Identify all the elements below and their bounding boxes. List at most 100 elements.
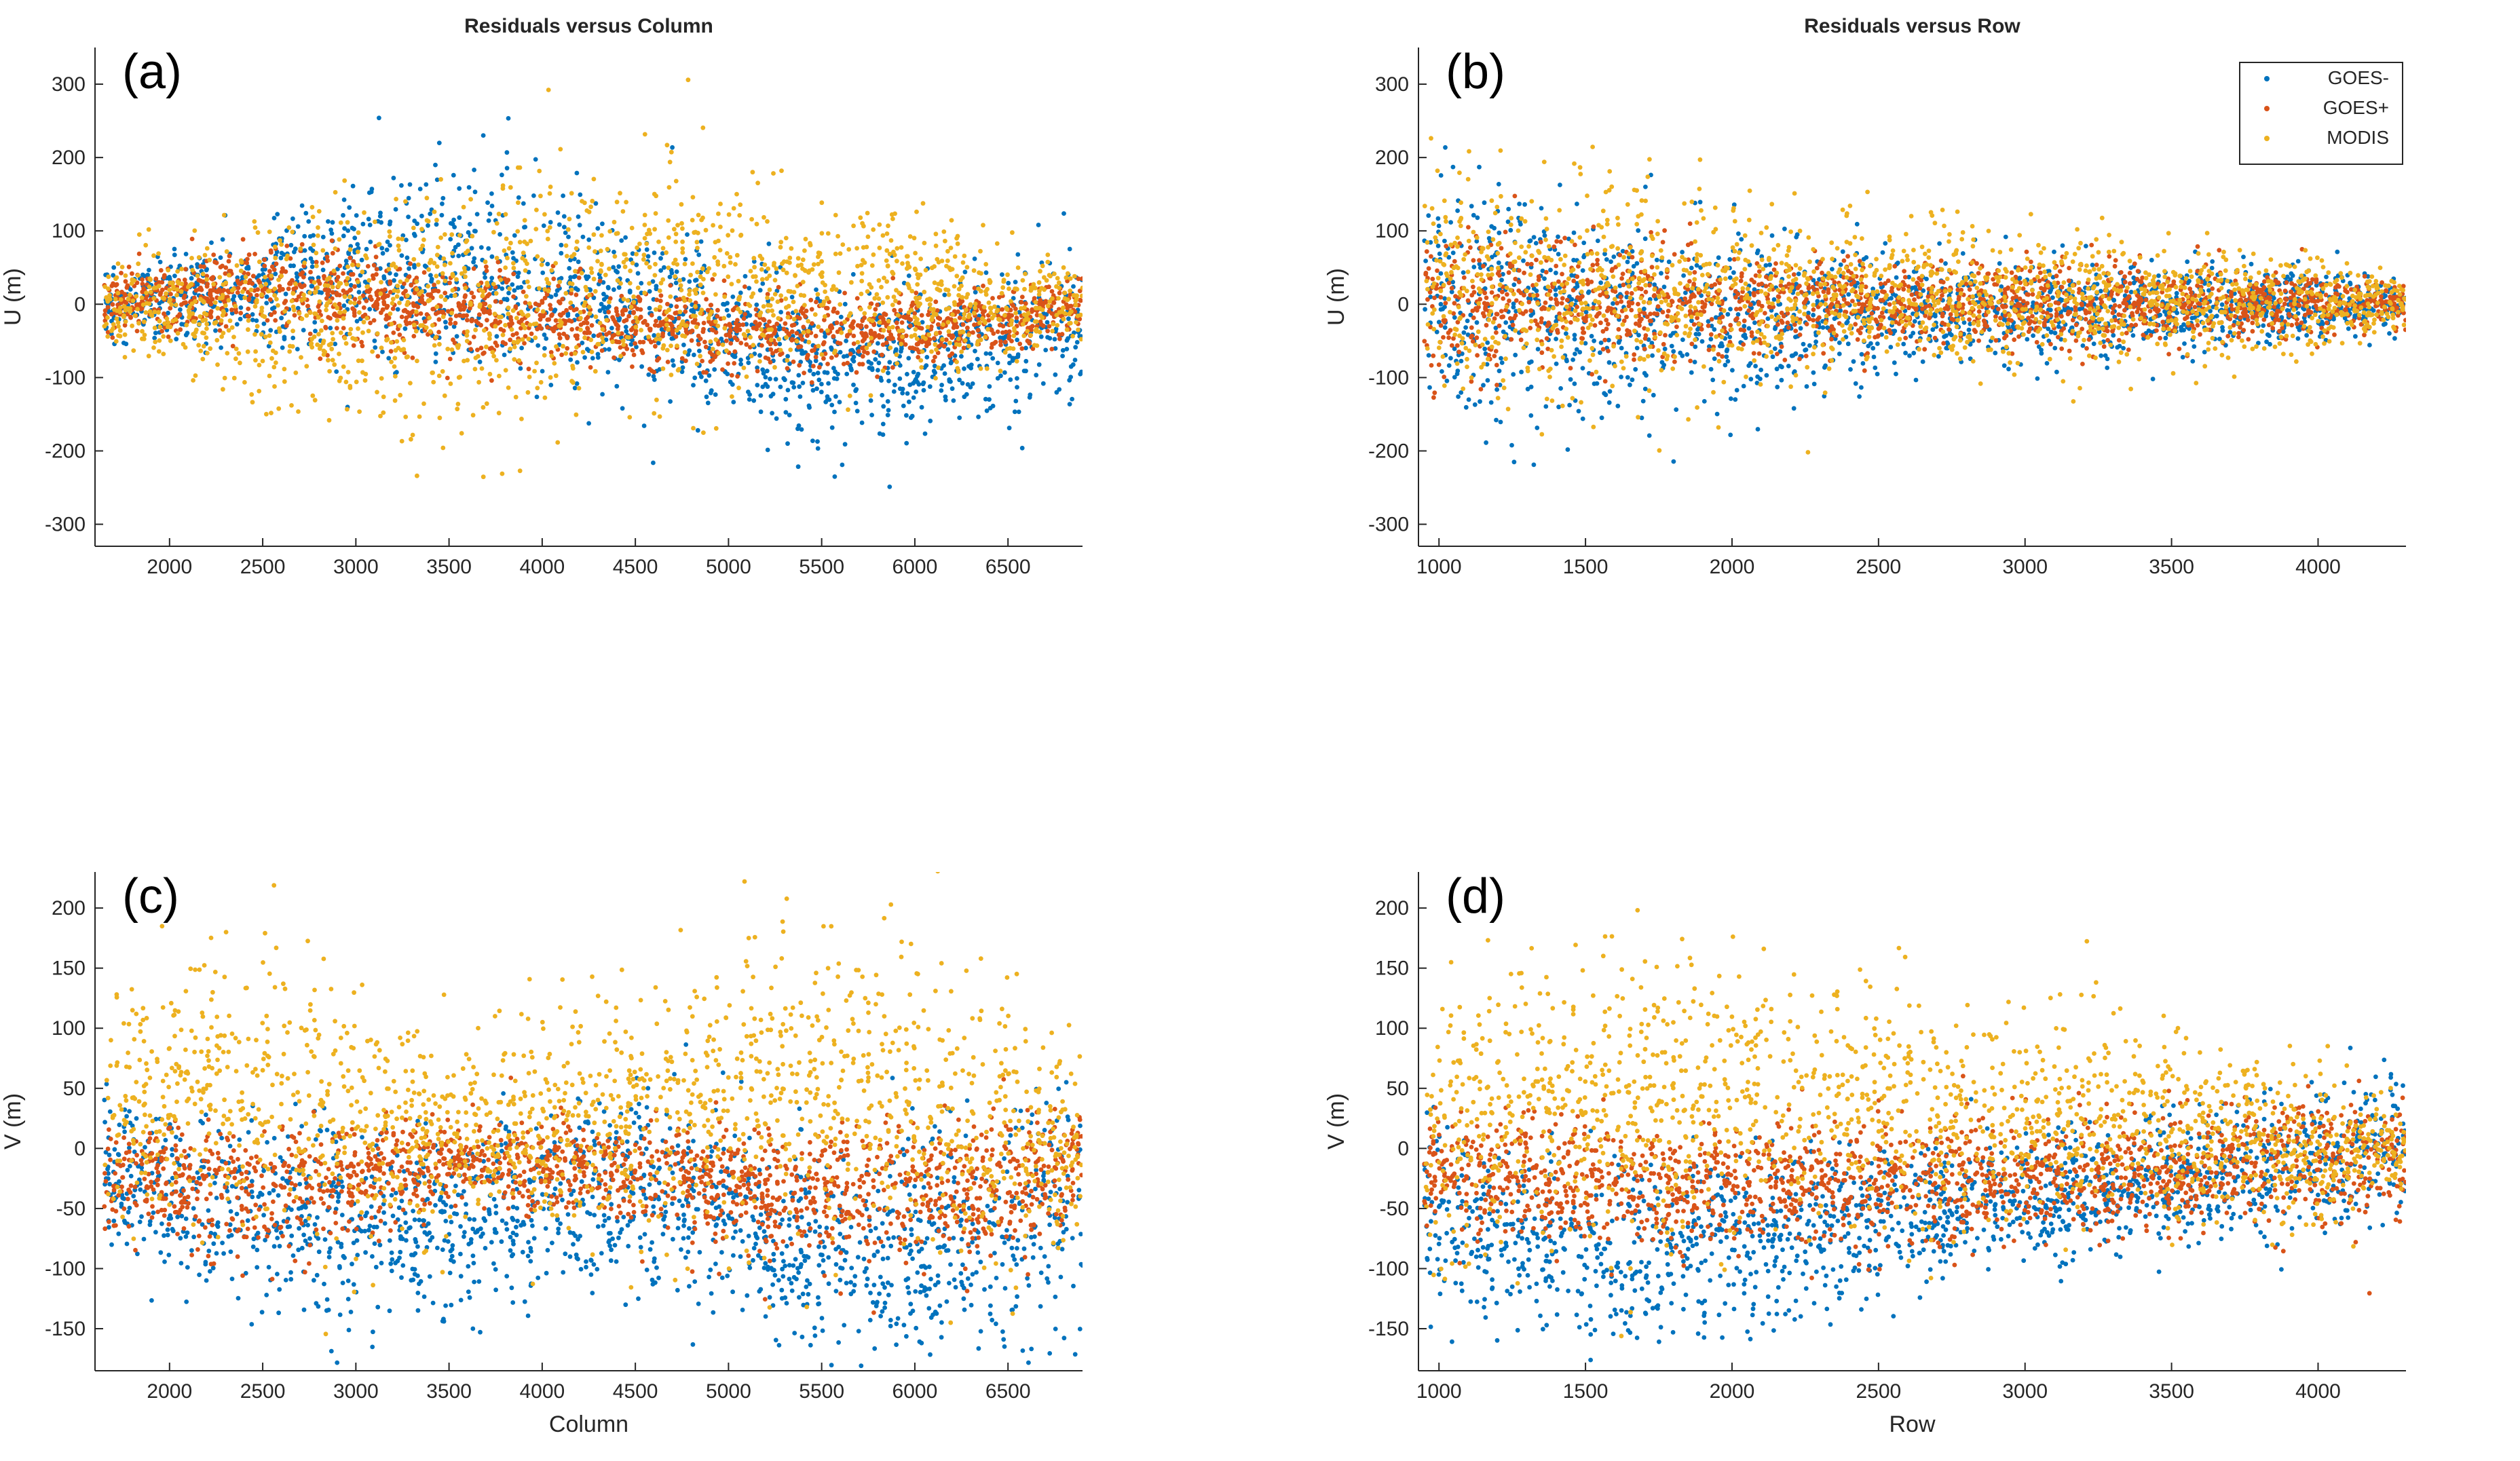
data-point bbox=[347, 300, 353, 305]
data-point bbox=[190, 311, 195, 316]
data-point bbox=[765, 219, 770, 224]
data-point bbox=[652, 250, 657, 255]
data-point bbox=[995, 376, 1000, 381]
data-point bbox=[420, 243, 426, 248]
data-point bbox=[450, 288, 455, 293]
data-point bbox=[414, 276, 419, 280]
data-point bbox=[396, 243, 401, 248]
data-point bbox=[887, 485, 892, 489]
data-point bbox=[549, 326, 554, 331]
data-point bbox=[299, 355, 303, 360]
data-point bbox=[2353, 334, 2358, 339]
data-point bbox=[502, 276, 507, 282]
data-point bbox=[670, 358, 675, 363]
data-point bbox=[784, 335, 789, 340]
data-point bbox=[533, 321, 539, 326]
data-point bbox=[765, 295, 770, 301]
data-point bbox=[342, 226, 347, 231]
data-point bbox=[844, 334, 850, 339]
data-point bbox=[859, 420, 865, 425]
data-point bbox=[871, 252, 876, 257]
data-point bbox=[341, 233, 346, 239]
data-point bbox=[562, 225, 567, 229]
data-point bbox=[642, 290, 647, 296]
data-point bbox=[500, 183, 506, 188]
data-point bbox=[952, 254, 958, 259]
data-point bbox=[642, 235, 647, 241]
data-point bbox=[937, 316, 943, 321]
data-point bbox=[116, 333, 121, 338]
data-point bbox=[683, 329, 689, 334]
data-point bbox=[495, 321, 501, 326]
data-point bbox=[255, 287, 260, 292]
data-point bbox=[933, 354, 937, 360]
data-point bbox=[595, 226, 601, 231]
data-point bbox=[1017, 309, 1022, 315]
data-point bbox=[631, 319, 636, 324]
data-point bbox=[334, 326, 339, 330]
data-point bbox=[522, 225, 527, 230]
data-point bbox=[838, 349, 843, 355]
data-point bbox=[846, 247, 852, 252]
data-point bbox=[172, 252, 177, 257]
data-point bbox=[223, 271, 228, 276]
data-point bbox=[102, 308, 108, 314]
data-point bbox=[738, 309, 743, 315]
data-point bbox=[508, 240, 513, 246]
data-point bbox=[392, 288, 397, 293]
data-point bbox=[1050, 328, 1055, 334]
data-point bbox=[269, 312, 274, 318]
data-point bbox=[534, 360, 539, 366]
data-point bbox=[859, 271, 865, 276]
data-point bbox=[614, 231, 619, 236]
data-point bbox=[399, 438, 405, 444]
data-point bbox=[681, 277, 686, 282]
data-point bbox=[136, 232, 142, 237]
data-point bbox=[939, 342, 944, 347]
data-point bbox=[933, 299, 939, 305]
data-point bbox=[219, 345, 223, 350]
data-point bbox=[737, 327, 742, 333]
data-point bbox=[755, 368, 760, 374]
data-point bbox=[1062, 290, 1068, 295]
data-point bbox=[405, 255, 410, 261]
data-point bbox=[900, 334, 905, 339]
data-point bbox=[645, 322, 650, 328]
data-point bbox=[402, 350, 407, 356]
data-point bbox=[539, 262, 544, 267]
data-point bbox=[762, 262, 768, 267]
data-point bbox=[785, 354, 790, 359]
data-point bbox=[428, 273, 433, 278]
data-point bbox=[166, 310, 170, 316]
data-point bbox=[701, 320, 707, 326]
data-point bbox=[829, 324, 834, 330]
data-point bbox=[167, 287, 172, 292]
data-point bbox=[136, 251, 142, 257]
data-point bbox=[645, 231, 650, 237]
data-point bbox=[245, 314, 250, 319]
data-point bbox=[390, 297, 396, 301]
data-point bbox=[621, 342, 626, 347]
data-point bbox=[567, 318, 571, 323]
data-point bbox=[803, 268, 808, 273]
data-point bbox=[619, 331, 624, 336]
data-point bbox=[816, 377, 822, 383]
data-point bbox=[201, 343, 206, 349]
data-point bbox=[510, 282, 515, 287]
data-point bbox=[486, 246, 491, 251]
data-point bbox=[448, 261, 453, 266]
data-point bbox=[345, 228, 351, 233]
data-point bbox=[998, 335, 1002, 341]
data-point bbox=[283, 291, 288, 297]
data-point bbox=[470, 413, 476, 418]
data-point bbox=[831, 306, 837, 311]
data-point bbox=[1021, 368, 1027, 373]
data-point bbox=[238, 311, 244, 316]
data-point bbox=[1037, 330, 1042, 335]
data-point bbox=[995, 329, 1000, 335]
data-point bbox=[920, 339, 924, 345]
data-point bbox=[930, 358, 936, 364]
data-point bbox=[724, 307, 730, 313]
data-point bbox=[831, 334, 836, 339]
data-point bbox=[443, 297, 448, 303]
